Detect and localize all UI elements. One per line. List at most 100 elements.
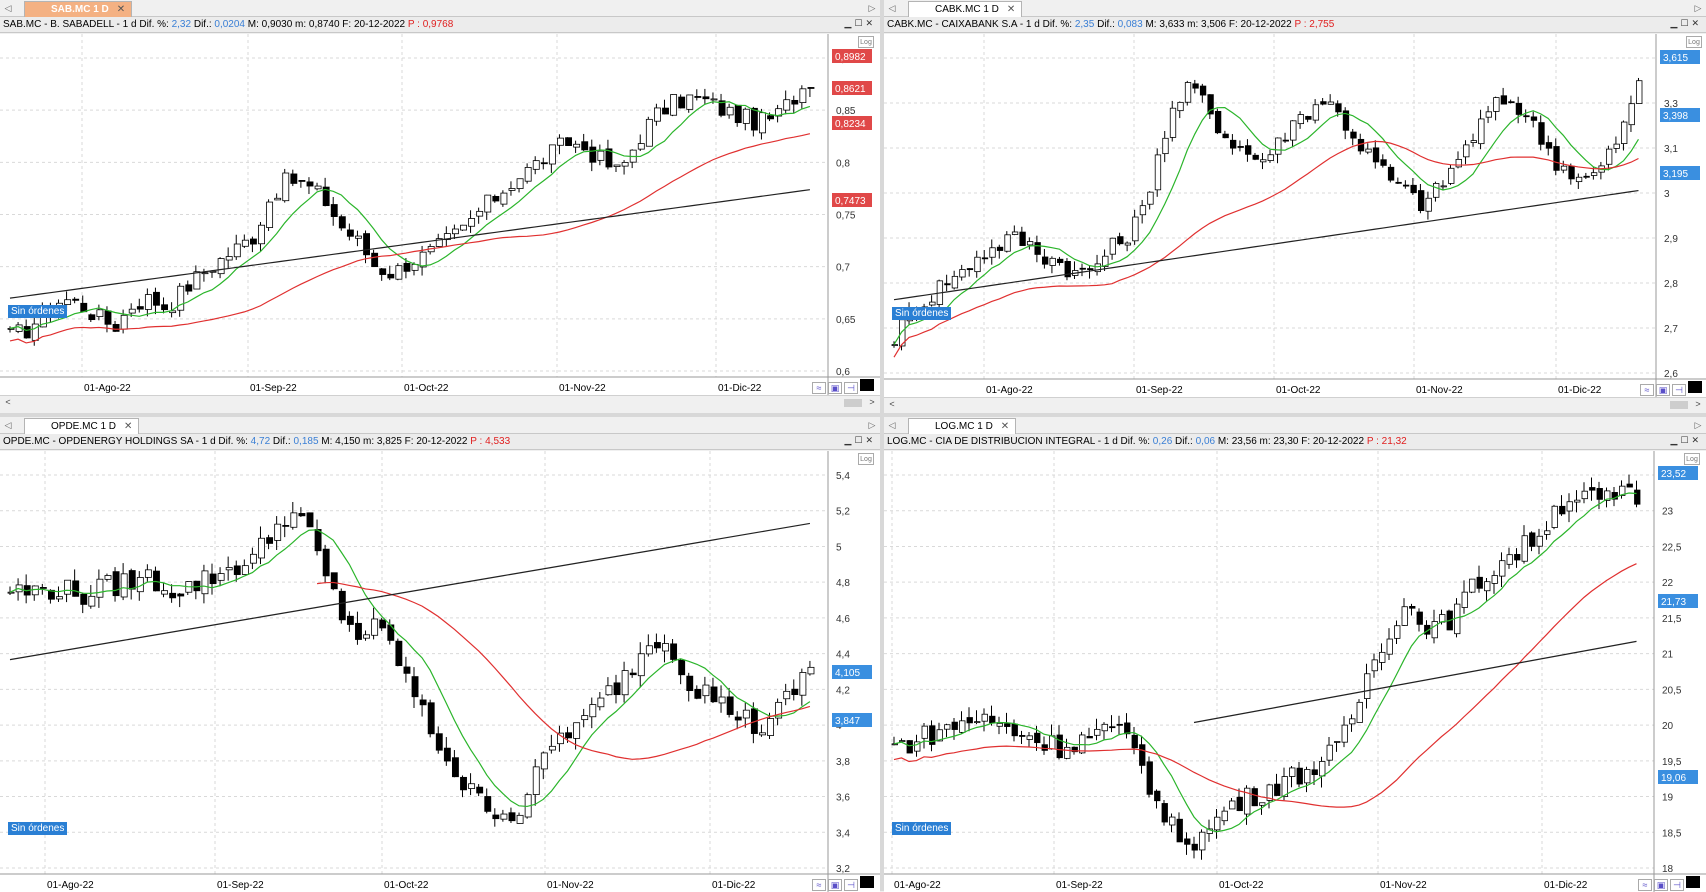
pin-icon[interactable]: ⊣ [844,382,858,394]
price-chart-svg[interactable]: 2,62,72,82,933,13,33,501-Ago-2201-Sep-22… [884,34,1706,397]
candle-body [39,587,47,589]
arrow-left-icon[interactable]: < [5,397,11,407]
tab-close-icon[interactable]: ✕ [124,421,133,432]
wave-icon[interactable]: ≈ [812,382,826,394]
candle-body [678,96,686,109]
candle-body [1590,172,1598,176]
candle-body [1064,746,1071,759]
candle-body [1199,85,1207,96]
minimize-icon[interactable]: ▁ [844,18,855,28]
price-chart-svg[interactable]: 0,60,650,70,750,80,850,901-Ago-2201-Sep-… [0,34,880,395]
chart-tab[interactable]: OPDE.MC 1 D ✕ [24,418,140,434]
price-chart-svg[interactable]: 1818,51919,52020,52121,52222,5232401-Ago… [884,451,1706,892]
y-tick-label: 4,8 [836,578,850,589]
log-scale-button[interactable]: Log [1684,453,1700,465]
candle-body [266,537,274,544]
chart-tool-icons: ≈ ▣ ⊣ [1636,876,1700,891]
arrow-left-icon[interactable]: < [889,399,895,409]
color-swatch-icon[interactable] [1686,876,1700,888]
candle-body [1416,611,1423,625]
candle-body [742,709,750,719]
save-icon[interactable]: ▣ [828,879,842,891]
chart-pane-log: ◁ ▷ LOG.MC 1 D ✕ LOG.MC - CIA DE DISTRIBUCIO… [884,417,1706,892]
tab-close-icon[interactable]: ✕ [1000,421,1010,432]
maximize-icon[interactable]: ☐ [854,435,866,445]
close-icon[interactable]: ✕ [865,18,876,28]
pin-icon[interactable]: ⊣ [1670,879,1684,891]
candle-body [718,100,726,116]
tab-scroll-left-icon[interactable]: ◁ [4,3,12,13]
chart-area[interactable]: 3,23,43,63,844,24,44,64,855,25,401-Ago-2… [0,451,880,892]
maximize-icon[interactable]: ☐ [1680,18,1692,28]
tab-scroll-right-icon[interactable]: ▷ [1694,3,1702,13]
scrollbar-thumb[interactable] [1670,401,1688,409]
chart-tab[interactable]: SAB.MC 1 D ✕ [24,1,133,17]
save-icon[interactable]: ▣ [1656,384,1670,396]
candle-body [1484,581,1491,592]
tab-scroll-left-icon[interactable]: ◁ [4,420,12,430]
y-tick-label: 20 [1662,721,1674,732]
candle-body [1184,82,1192,103]
candle-body [23,326,31,339]
tab-scroll-left-icon[interactable]: ◁ [888,3,896,13]
pin-icon[interactable]: ⊣ [844,879,858,891]
color-swatch-icon[interactable] [1688,381,1702,393]
close-icon[interactable]: ✕ [1691,435,1702,445]
tab-scroll-left-icon[interactable]: ◁ [888,420,896,430]
candle-body [96,578,104,598]
maximize-icon[interactable]: ☐ [1680,435,1692,445]
candle-body [1229,800,1236,810]
tab-close-icon[interactable]: ✕ [1006,4,1016,15]
minimize-icon[interactable]: ▁ [844,435,855,445]
color-swatch-icon[interactable] [860,379,874,391]
wave-icon[interactable]: ≈ [1638,879,1652,891]
candle-body [500,192,508,205]
maximize-icon[interactable]: ☐ [854,18,866,28]
log-scale-button[interactable]: Log [858,453,874,465]
horizontal-splitter[interactable] [0,413,1706,417]
tab-scroll-right-icon[interactable]: ▷ [1694,420,1702,430]
candle-body [1304,769,1311,784]
price-chart-svg[interactable]: 3,23,43,63,844,24,44,64,855,25,401-Ago-2… [0,451,880,892]
candle-body [1583,175,1590,178]
close-icon[interactable]: ✕ [1691,18,1702,28]
tab-scroll-right-icon[interactable]: ▷ [868,420,876,430]
chart-area[interactable]: 1818,51919,52020,52121,52222,5232401-Ago… [884,451,1706,892]
close-icon[interactable]: ✕ [865,435,876,445]
candle-body [1004,723,1011,727]
chart-area[interactable]: 0,60,650,70,750,80,850,901-Ago-2201-Sep-… [0,34,880,395]
candle-body [670,643,678,660]
y-tick-label: 2,7 [1664,324,1678,335]
orders-badge: Sin órdenes [8,305,68,318]
arrow-right-icon[interactable]: > [869,397,875,407]
minimize-icon[interactable]: ▁ [1670,435,1681,445]
chart-tab[interactable]: LOG.MC 1 D ✕ [908,418,1017,434]
chart-tab[interactable]: CABK.MC 1 D ✕ [908,1,1023,17]
horizontal-scrollbar[interactable]: < > [0,395,880,409]
wave-icon[interactable]: ≈ [1640,384,1654,396]
log-scale-button[interactable]: Log [858,36,874,48]
log-scale-button[interactable]: Log [1686,36,1702,48]
wave-icon[interactable]: ≈ [812,879,826,891]
candle-body [1356,701,1363,723]
candle-body [217,258,225,275]
window-buttons: ▁☐✕ [844,18,876,31]
color-swatch-icon[interactable] [860,876,874,888]
tab-close-icon[interactable]: ✕ [116,4,126,15]
chart-area[interactable]: 2,62,72,82,933,13,33,501-Ago-2201-Sep-22… [884,34,1706,397]
horizontal-scrollbar[interactable]: < > [884,397,1706,411]
save-icon[interactable]: ▣ [828,382,842,394]
x-tick-label: 01-Oct-22 [1276,385,1321,396]
candle-body [290,512,298,528]
candle-body [201,570,209,595]
vertical-splitter[interactable] [880,0,884,891]
save-icon[interactable]: ▣ [1654,879,1668,891]
pin-icon[interactable]: ⊣ [1672,384,1686,396]
candle-body [645,645,653,655]
candle-body [1177,101,1184,112]
scrollbar-thumb[interactable] [844,399,862,407]
minimize-icon[interactable]: ▁ [1670,18,1681,28]
candle-body [1621,121,1628,144]
arrow-right-icon[interactable]: > [1695,399,1701,409]
tab-scroll-right-icon[interactable]: ▷ [868,3,876,13]
